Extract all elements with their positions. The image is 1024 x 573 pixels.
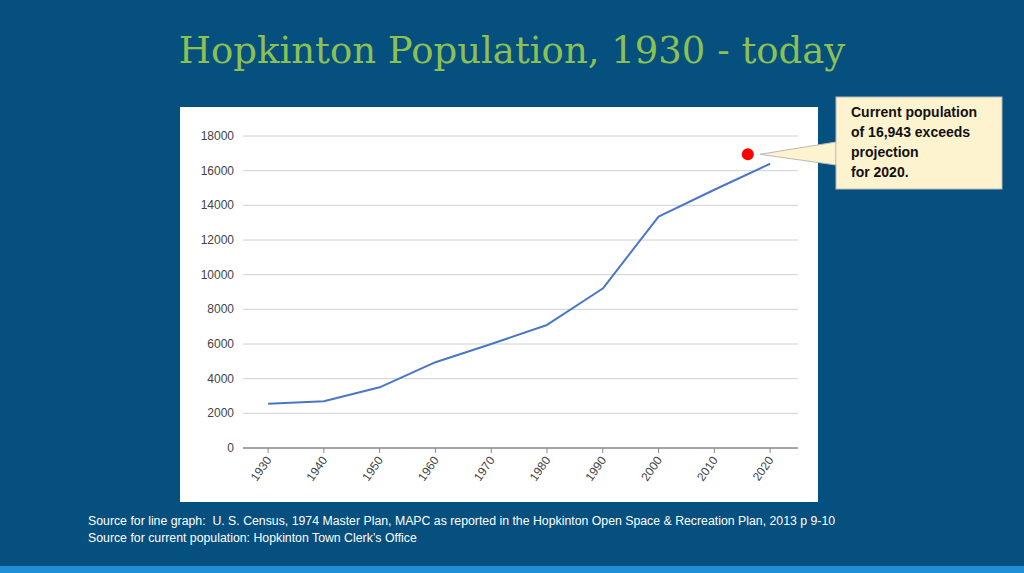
callout-text: Current population bbox=[851, 104, 977, 120]
grid-line bbox=[243, 205, 798, 206]
x-tick-label: 1970 bbox=[471, 453, 498, 483]
x-tick-label: 2010 bbox=[694, 453, 721, 483]
grid-line bbox=[243, 240, 798, 241]
x-tick bbox=[435, 448, 436, 453]
grid-line bbox=[243, 344, 798, 345]
y-tick-label: 6000 bbox=[207, 337, 234, 351]
callout-text: projection bbox=[851, 144, 919, 160]
y-tick-label: 8000 bbox=[207, 302, 234, 316]
x-tick-label: 2000 bbox=[638, 453, 665, 483]
y-tick-label: 14000 bbox=[201, 198, 235, 212]
x-tick bbox=[714, 448, 715, 453]
x-tick bbox=[379, 448, 380, 453]
source-note: Source for line graph: U. S. Census, 197… bbox=[88, 514, 835, 528]
x-tick-label: 1930 bbox=[248, 453, 275, 483]
x-tick bbox=[491, 448, 492, 453]
bottom-strip bbox=[0, 566, 1024, 573]
x-tick-label: 2020 bbox=[750, 453, 777, 483]
population-line bbox=[268, 164, 770, 404]
grid-line bbox=[243, 274, 798, 275]
x-tick-label: 1980 bbox=[527, 453, 554, 483]
x-tick bbox=[323, 448, 324, 453]
grid-line bbox=[243, 136, 798, 137]
grid-line bbox=[243, 309, 798, 310]
y-tick-label: 10000 bbox=[201, 268, 235, 282]
background bbox=[0, 0, 1024, 573]
x-tick bbox=[770, 448, 771, 453]
x-tick bbox=[658, 448, 659, 453]
grid-line bbox=[243, 413, 798, 414]
y-tick-label: 16000 bbox=[201, 164, 235, 178]
y-tick-label: 0 bbox=[227, 441, 234, 455]
y-tick-label: 4000 bbox=[207, 372, 234, 386]
source-note: Source for current population: Hopkinton… bbox=[88, 531, 417, 545]
callout-text: of 16,943 exceeds bbox=[851, 124, 970, 140]
title: Hopkinton Population, 1930 - today bbox=[179, 29, 846, 72]
x-tick bbox=[268, 448, 269, 453]
x-tick bbox=[602, 448, 603, 453]
x-tick-label: 1990 bbox=[582, 453, 609, 483]
chart-panel bbox=[180, 107, 818, 502]
y-tick-label: 18000 bbox=[201, 129, 235, 143]
callout-pointer bbox=[760, 142, 836, 165]
y-tick-label: 12000 bbox=[201, 233, 235, 247]
x-tick-label: 1940 bbox=[304, 453, 331, 483]
grid-line bbox=[243, 378, 798, 379]
y-tick-label: 2000 bbox=[207, 406, 234, 420]
callout-text: for 2020. bbox=[851, 164, 909, 180]
page: Hopkinton Population, 1930 - today 0 2000 4… bbox=[0, 0, 1024, 573]
x-tick-label: 1960 bbox=[415, 453, 442, 483]
x-tick bbox=[546, 448, 547, 453]
callout-join bbox=[837, 143, 839, 164]
current-population-dot bbox=[742, 148, 754, 160]
plot-area bbox=[268, 148, 770, 403]
x-tick-label: 1950 bbox=[359, 453, 386, 483]
grid-line bbox=[243, 170, 798, 171]
callout-box bbox=[836, 97, 1002, 189]
